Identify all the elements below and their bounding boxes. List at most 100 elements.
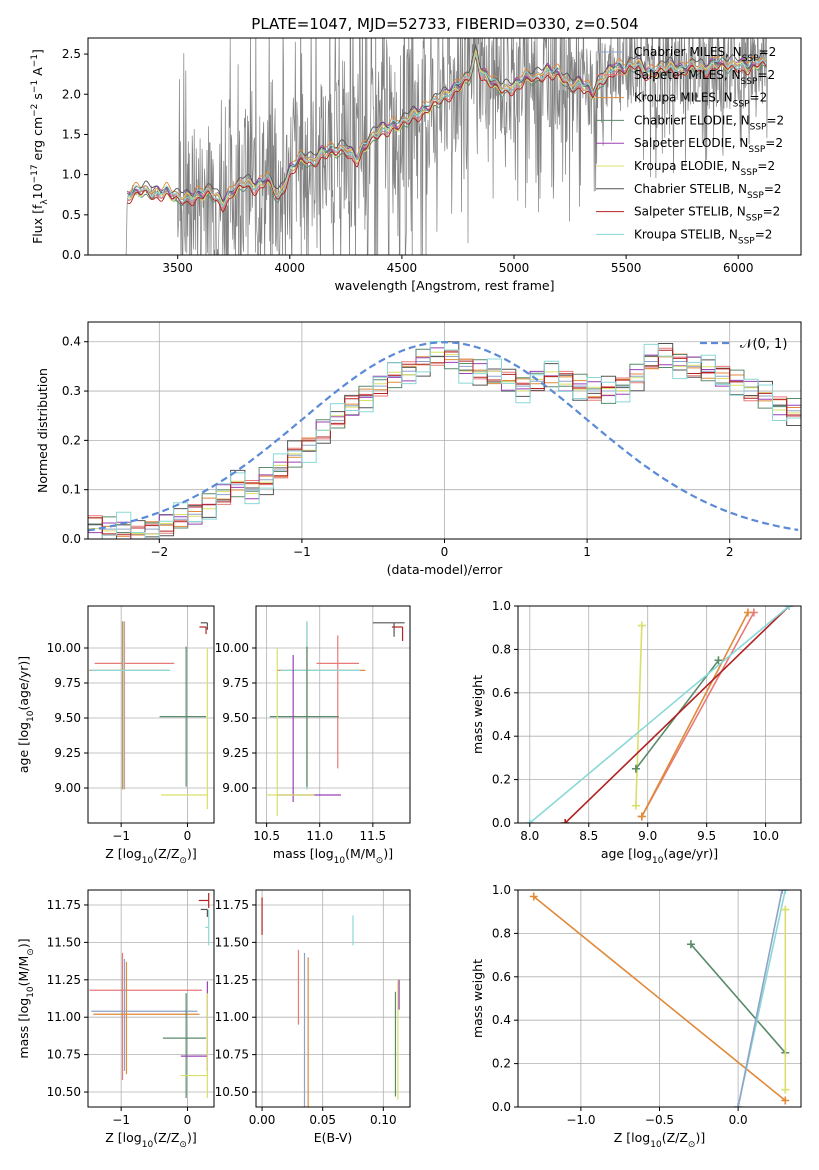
x-axis-label-part: (age/yr)] <box>663 846 718 861</box>
errorbar-point <box>200 622 208 630</box>
legend-label-part: =2 <box>750 91 768 105</box>
y-axis-label-part: −1 <box>30 80 40 93</box>
errorbar-point <box>159 646 207 787</box>
errorbar-point <box>266 648 315 816</box>
legend-label-part: =2 <box>766 113 784 127</box>
y-axis-label-part: s <box>30 93 45 104</box>
plot-frame <box>255 605 411 824</box>
y-axis-label: mass [log10(M/M⊙)] <box>16 938 36 1058</box>
massweight-marker <box>637 812 646 821</box>
legend-label-part: SSP <box>741 168 758 178</box>
errorbar-point <box>180 993 208 1099</box>
y-tick-label: 0.0 <box>492 816 511 830</box>
y-axis-label: mass weight <box>470 675 485 754</box>
x-tick-label: 0.0 <box>729 1113 748 1127</box>
x-tick-label: 11.5 <box>359 829 386 843</box>
x-tick-label: 1 <box>583 545 591 559</box>
y-tick-label: 10.50 <box>215 1085 249 1099</box>
legend-label: Salpeter MILES, NSSP=2 <box>634 68 775 87</box>
y-tick-label: 9.50 <box>222 711 249 725</box>
massweight-marker <box>785 606 794 610</box>
residual-histogram-series <box>88 347 801 539</box>
legend-label-part: =2 <box>764 182 782 196</box>
y-tick-label: 11.25 <box>47 973 81 987</box>
x-tick-label: 6000 <box>723 261 754 275</box>
massweight-marker <box>637 621 646 630</box>
y-tick-label: 10.75 <box>215 1048 249 1062</box>
legend-label-part: =2 <box>765 136 783 150</box>
x-tick-label: 8.0 <box>520 829 539 843</box>
y-tick-label: 2.0 <box>62 87 81 101</box>
x-tick-label: 9.5 <box>697 829 716 843</box>
y-axis-label-part: −2 <box>30 104 40 117</box>
x-tick-label: 2 <box>726 545 734 559</box>
massweight-line <box>641 612 755 817</box>
legend-label-part: =2 <box>757 68 775 82</box>
x-axis-label-part: 10 <box>142 1140 154 1150</box>
plot-frame <box>87 605 215 824</box>
y-axis-label-part: A <box>30 67 45 80</box>
massweight-series <box>561 606 794 823</box>
y-axis-label: Normed distribution <box>35 368 50 493</box>
gaussian-reference-curve <box>88 341 799 532</box>
massweight-line <box>737 890 783 1107</box>
massweight-series <box>637 608 752 821</box>
legend-label-part: Chabrier STELIB, N <box>634 182 747 196</box>
x-axis-label-part: ⊙ <box>179 856 187 866</box>
errorbar-point <box>200 908 208 917</box>
x-tick-label: 0.05 <box>309 1113 336 1127</box>
model-spectrum-line <box>126 48 767 205</box>
y-tick-label: 0.0 <box>492 1100 511 1114</box>
y-tick-label: 9.00 <box>222 781 249 795</box>
x-tick-label: 11.0 <box>306 829 333 843</box>
y-axis-label-part: mass [log <box>16 998 31 1059</box>
legend-label-part: =2 <box>763 205 781 219</box>
plot-content <box>89 621 208 809</box>
legend-label: Salpeter STELIB, NSSP=2 <box>634 205 780 224</box>
y-tick-label: 0.1 <box>62 483 81 497</box>
errorbar-point <box>372 622 405 637</box>
errorbar-point <box>277 655 341 802</box>
y-axis-label-part: ⊙ <box>26 948 36 956</box>
legend-label: Kroupa STELIB, NSSP=2 <box>634 227 772 246</box>
x-axis-label: age [log10(age/yr)] <box>601 846 718 866</box>
x-axis-label: mass [log10(M/M⊙)] <box>273 846 393 866</box>
y-tick-label: 10.00 <box>215 641 249 655</box>
legend-label-part: SSP <box>733 100 750 110</box>
legend-label: Chabrier STELIB, NSSP=2 <box>634 182 782 201</box>
legend-label-part: Salpeter STELIB, N <box>634 205 746 219</box>
legend-label: Kroupa ELODIE, NSSP=2 <box>634 159 775 178</box>
x-tick-label: −0.5 <box>645 1113 674 1127</box>
y-tick-label: 1.0 <box>492 883 511 897</box>
x-axis-label-part: ⊙ <box>179 1140 187 1150</box>
y-tick-label: 0.8 <box>492 642 511 656</box>
x-tick-label: 0 <box>441 545 449 559</box>
massweight-marker <box>529 892 538 901</box>
residual-histogram-series <box>88 353 801 537</box>
x-axis-label-part: 10 <box>142 856 154 866</box>
massweight-marker <box>778 890 787 894</box>
y-axis-label-part: age [log <box>16 722 31 773</box>
plot-content <box>261 897 400 1107</box>
x-axis-label-part: Z [log <box>105 1130 141 1145</box>
massweight-series <box>734 890 790 1107</box>
massweight-marker <box>714 656 723 665</box>
errorbar-point <box>91 958 198 1072</box>
x-tick-label: 9.0 <box>638 829 657 843</box>
x-tick-label: 8.5 <box>579 829 598 843</box>
errorbar-point <box>162 993 207 1099</box>
x-axis-label: wavelength [Angstrom, rest frame] <box>334 278 554 293</box>
massweight-line <box>529 606 790 823</box>
residual-histogram-series <box>88 348 801 539</box>
y-tick-label: 11.00 <box>47 1010 81 1024</box>
x-tick-label: 5500 <box>611 261 642 275</box>
massweight-line <box>690 943 786 1054</box>
plot-content <box>525 606 794 823</box>
legend-label-part: Kroupa MILES, N <box>634 91 733 105</box>
x-tick-label: −2 <box>150 545 168 559</box>
legend-label: Chabrier ELODIE, NSSP=2 <box>634 113 784 132</box>
y-tick-label: 11.50 <box>47 935 81 949</box>
massweight-series <box>734 890 787 1107</box>
y-tick-label: 0.4 <box>492 1013 511 1027</box>
